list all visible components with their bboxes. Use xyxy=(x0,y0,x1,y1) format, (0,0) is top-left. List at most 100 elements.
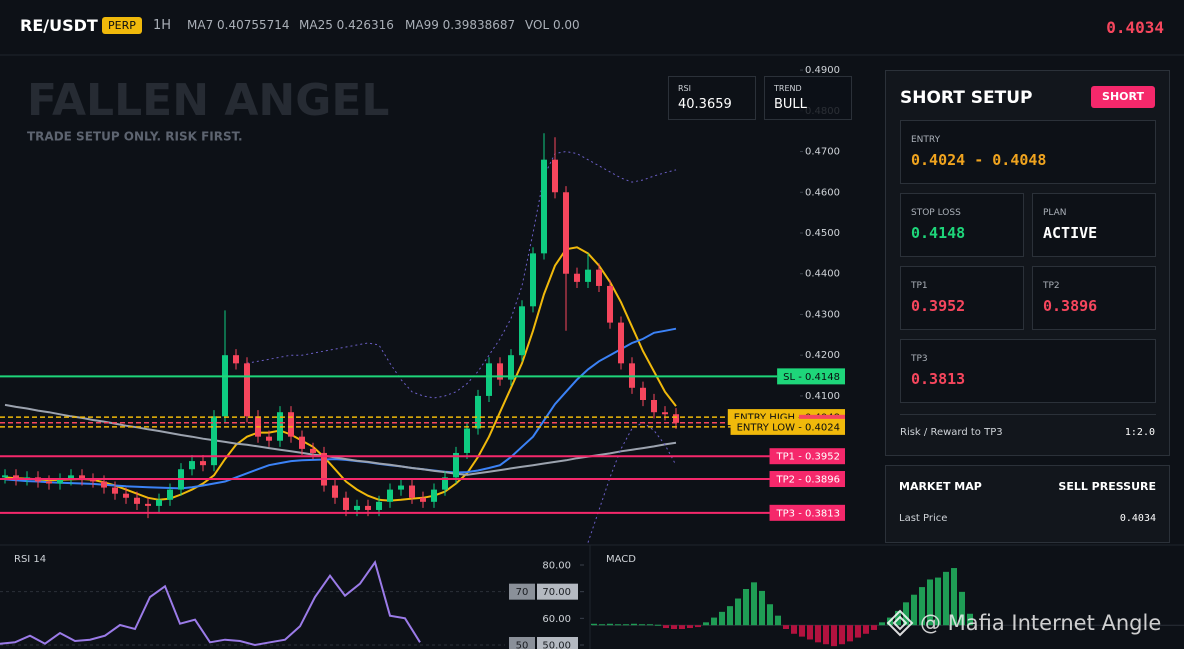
y-tick-label: 80.00 xyxy=(542,561,571,572)
indicator-line xyxy=(4,403,677,476)
candle-body xyxy=(354,505,360,510)
map-title: MARKET MAP xyxy=(899,480,982,493)
map-label: Last Price xyxy=(899,513,948,524)
candle-body xyxy=(145,503,151,506)
histogram-bar xyxy=(807,625,813,640)
candle-body xyxy=(420,497,426,502)
histogram-bar xyxy=(743,589,749,626)
card-value: 0.3952 xyxy=(911,297,966,315)
y-tick-label: 0.4100 xyxy=(805,391,840,402)
candle-body xyxy=(398,485,404,490)
histogram-bar xyxy=(607,623,613,626)
candle-body xyxy=(464,428,470,453)
histogram-bar xyxy=(735,598,741,626)
symbol: RE/USDT xyxy=(20,16,98,35)
y-tick-label: 0.4300 xyxy=(805,309,840,320)
indicator: MA99 0.39838687 xyxy=(405,18,516,32)
tick-box xyxy=(537,637,578,649)
rsi-box: RSI 40.3659 xyxy=(668,76,756,120)
histogram-bar xyxy=(919,587,925,626)
indicator-line xyxy=(4,246,677,502)
histogram-bar xyxy=(687,625,693,629)
candle-body xyxy=(266,436,272,441)
histogram-bar xyxy=(967,613,973,626)
candle-body xyxy=(299,436,305,449)
tp-card: TP1 0.3952 xyxy=(900,266,1024,330)
candle-body xyxy=(222,355,228,417)
y-tick-label: 70.00 xyxy=(542,587,571,598)
candle-body xyxy=(343,497,349,510)
histogram-bar xyxy=(943,571,949,626)
indicator: VOL 0.00 xyxy=(525,18,580,32)
histogram-bar xyxy=(799,625,805,637)
box-value: 40.3659 xyxy=(678,97,732,112)
candle-body xyxy=(233,355,239,364)
histogram-bar xyxy=(847,625,853,642)
rr-value: 1:2.0 xyxy=(1124,427,1155,438)
y-tick-label: 60.00 xyxy=(542,614,571,625)
indicator-line xyxy=(587,421,677,543)
card-value: 0.3813 xyxy=(911,370,966,388)
card-value: 0.4148 xyxy=(911,224,966,242)
candle-body xyxy=(79,475,85,480)
histogram-bar xyxy=(639,624,645,626)
candle-body xyxy=(101,481,107,488)
panel-title: SHORT SETUP xyxy=(900,88,1033,108)
map-value: 0.4034 xyxy=(1119,513,1156,524)
plan-card: PLAN ACTIVE xyxy=(1032,193,1156,257)
histogram-bar xyxy=(655,624,661,626)
candle-body xyxy=(673,414,679,423)
platform-icon xyxy=(886,609,914,637)
candle-body xyxy=(541,159,547,254)
badge: PERP xyxy=(102,17,142,34)
candle-body xyxy=(365,505,371,510)
short-button[interactable]: SHORT xyxy=(1091,86,1155,108)
level-tag xyxy=(769,504,845,521)
candle-body xyxy=(134,497,140,504)
candle-body xyxy=(2,475,8,478)
pane-title: MACD xyxy=(606,554,636,565)
map-status: SELL PRESSURE xyxy=(1058,480,1156,493)
histogram-bar xyxy=(679,625,685,629)
candle-body xyxy=(321,452,327,486)
card-value: ACTIVE xyxy=(1043,224,1098,242)
candle-body xyxy=(409,485,415,498)
y-tick-label: 50.00 xyxy=(542,641,571,649)
level-tag xyxy=(769,471,845,488)
histogram-bar xyxy=(695,625,701,628)
candle-body xyxy=(651,399,657,413)
histogram-bar xyxy=(903,602,909,626)
candle-body xyxy=(156,499,162,506)
price-plot xyxy=(0,133,799,543)
indicator-line xyxy=(0,559,421,647)
histogram-bar xyxy=(871,625,877,630)
y-tick-label: 0.4200 xyxy=(805,350,840,361)
candle-body xyxy=(662,412,668,415)
market-map: MARKET MAP SELL PRESSURE Last Price 0.40… xyxy=(885,465,1170,543)
candle-body xyxy=(530,253,536,307)
candle-body xyxy=(640,387,646,400)
card-label: ENTRY xyxy=(911,135,941,145)
histogram-bar xyxy=(863,625,869,634)
candle-body xyxy=(13,475,19,480)
candle-body xyxy=(387,489,393,502)
candle-body xyxy=(563,192,569,274)
histogram-bar xyxy=(935,577,941,626)
candle-body xyxy=(607,285,613,323)
card-label: TP2 xyxy=(1043,281,1060,291)
card-value: 0.3896 xyxy=(1043,297,1098,315)
candle-body xyxy=(123,493,129,498)
histogram-bar xyxy=(623,624,629,626)
indicator: MA25 0.426316 xyxy=(299,18,394,32)
histogram-bar xyxy=(959,591,965,626)
card-label: STOP LOSS xyxy=(911,208,961,218)
histogram-bar xyxy=(727,606,733,626)
level-tag xyxy=(509,583,535,600)
level-label: 50 xyxy=(516,641,529,649)
box-label: RSI xyxy=(678,84,691,93)
candle-body xyxy=(486,363,492,396)
histogram-bar xyxy=(591,623,597,626)
candle-body xyxy=(90,479,96,482)
